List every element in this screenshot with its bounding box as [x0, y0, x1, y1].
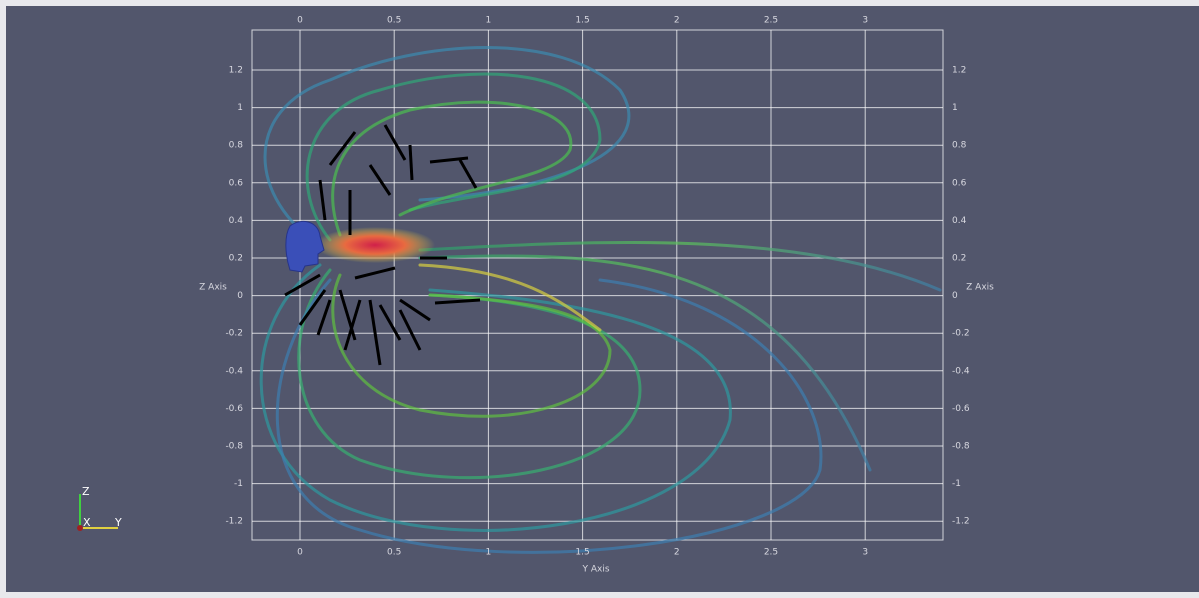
- left-tick-label: 0: [237, 291, 243, 301]
- left-tick-label: -0.6: [225, 404, 243, 414]
- right-tick-label: 0.8: [952, 141, 967, 151]
- right-tick-label: 1: [952, 103, 958, 113]
- left-tick-label: 1: [237, 103, 243, 113]
- bottom-tick-label: 1.5: [575, 548, 589, 558]
- vertical-axis-title-right: Z Axis: [966, 283, 994, 293]
- right-tick-label: -0.4: [952, 366, 970, 376]
- top-tick-label: 0.5: [387, 16, 401, 26]
- left-tick-label: 0.4: [229, 216, 244, 226]
- left-tick-label: 0.8: [229, 141, 244, 151]
- left-tick-label: 1.2: [229, 66, 243, 76]
- triad-y-label: Y: [114, 516, 122, 529]
- right-tick-label: 0.6: [952, 178, 967, 188]
- orientation-triad: Z X Y: [77, 485, 122, 531]
- vertical-axis-title-left: Z Axis: [199, 283, 227, 293]
- left-tick-label: -0.2: [225, 329, 243, 339]
- left-tick-label: -1: [234, 479, 243, 489]
- left-tick-label: -1.2: [225, 517, 243, 527]
- bottom-tick-label: 2.5: [764, 548, 778, 558]
- top-tick-label: 0: [297, 16, 303, 26]
- viewport-background: [6, 6, 1199, 592]
- bottom-tick-label: 1: [486, 548, 492, 558]
- top-tick-label: 2: [674, 16, 680, 26]
- top-tick-label: 2.5: [764, 16, 778, 26]
- top-tick-label: 1: [486, 16, 492, 26]
- triad-x-label: X: [83, 516, 91, 529]
- core-region: [315, 227, 435, 263]
- head-model: [285, 220, 325, 273]
- top-tick-label: 1.5: [575, 16, 589, 26]
- right-tick-label: -0.8: [952, 442, 970, 452]
- vector-glyphs: [284, 124, 481, 366]
- left-tick-label: -0.4: [225, 366, 243, 376]
- right-tick-label: -0.6: [952, 404, 970, 414]
- right-tick-label: 0.2: [952, 254, 966, 264]
- bottom-tick-label: 3: [862, 548, 868, 558]
- left-tick-label: 0.6: [229, 178, 244, 188]
- right-tick-label: -0.2: [952, 329, 970, 339]
- right-tick-label: 0: [952, 291, 958, 301]
- left-tick-label: -0.8: [225, 442, 243, 452]
- bottom-tick-label: 2: [674, 548, 680, 558]
- right-tick-label: -1.2: [952, 517, 970, 527]
- horizontal-axis-title: Y Axis: [581, 565, 609, 575]
- right-tick-label: 1.2: [952, 66, 966, 76]
- left-tick-label: 0.2: [229, 254, 243, 264]
- triad-z-label: Z: [82, 485, 90, 498]
- bottom-tick-label: 0.5: [387, 548, 401, 558]
- right-tick-label: -1: [952, 479, 961, 489]
- top-tick-label: 3: [862, 16, 868, 26]
- plot-frame: [251, 29, 944, 541]
- streamlines: [259, 46, 942, 554]
- bottom-tick-label: 0: [297, 548, 303, 558]
- right-tick-label: 0.4: [952, 216, 967, 226]
